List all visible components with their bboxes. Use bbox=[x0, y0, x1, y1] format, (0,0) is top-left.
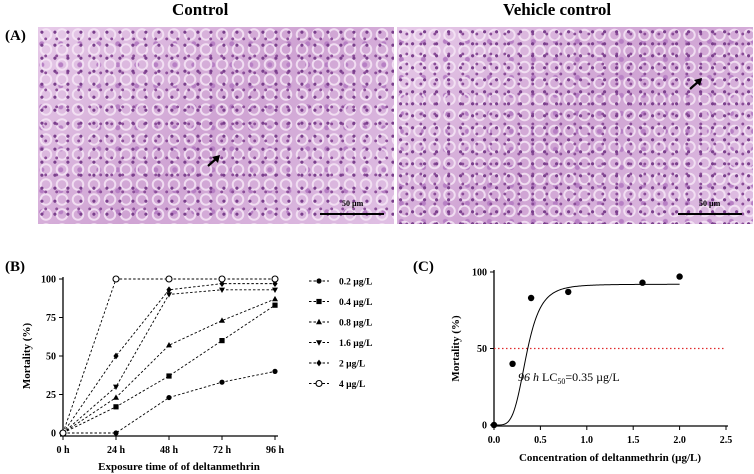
legend-label: 1.6 µg/L bbox=[339, 339, 372, 349]
data-point bbox=[271, 275, 279, 283]
data-point bbox=[166, 342, 172, 348]
scale-bar-label: 50 µm bbox=[342, 199, 364, 208]
legend-marker bbox=[316, 278, 322, 284]
data-point bbox=[219, 379, 225, 385]
vehicle-control-title: Vehicle control bbox=[503, 0, 612, 19]
scale-bar bbox=[678, 213, 742, 215]
series-line bbox=[62, 304, 276, 434]
x-tick-label: 0 h bbox=[56, 445, 70, 456]
x-tick-label: 96 h bbox=[266, 445, 285, 456]
scale-bar-label: 50 µm bbox=[699, 199, 721, 208]
legend-label: 0.2 µg/L bbox=[339, 278, 372, 288]
data-point bbox=[113, 352, 119, 360]
data-point bbox=[113, 394, 119, 400]
data-point bbox=[272, 287, 278, 293]
y-tick-label: 50 bbox=[46, 352, 56, 363]
y-tick-label: 50 bbox=[477, 344, 487, 355]
x-tick-label: 48 h bbox=[160, 445, 179, 456]
y-tick-label: 0 bbox=[51, 429, 56, 440]
data-point bbox=[113, 404, 119, 410]
x-axis-title: Exposure time of of deltanmethrin bbox=[98, 461, 260, 473]
data-point bbox=[219, 338, 225, 344]
y-tick-label: 25 bbox=[46, 390, 56, 401]
annotation-lc: LC bbox=[539, 370, 557, 384]
data-point bbox=[166, 394, 172, 401]
data-point bbox=[219, 317, 225, 323]
y-tick-label: 100 bbox=[472, 268, 487, 279]
data-point bbox=[272, 302, 278, 308]
data-point bbox=[166, 292, 172, 298]
mortality-time-chart: 0 25 50 75 100 0 h 24 h 48 h 72 h 96 h Exposure ti… bbox=[21, 275, 372, 474]
data-point bbox=[113, 430, 119, 436]
legend-marker bbox=[316, 340, 322, 346]
x-tick-label: 72 h bbox=[213, 445, 232, 456]
legend-marker bbox=[316, 318, 322, 325]
panel-b-label: (B) bbox=[5, 259, 25, 275]
y-tick-label: 0 bbox=[482, 421, 487, 432]
legend-label: 2 µg/L bbox=[339, 360, 365, 370]
data-point bbox=[272, 295, 278, 302]
data-point bbox=[166, 373, 172, 379]
x-tick-label: 0.0 bbox=[488, 435, 501, 446]
data-point bbox=[272, 368, 278, 374]
arrow-icon bbox=[207, 155, 220, 167]
legend-label: 0.8 µg/L bbox=[339, 319, 372, 329]
series-line bbox=[62, 283, 275, 434]
x-tick-label: 2.5 bbox=[720, 435, 733, 446]
data-point bbox=[219, 287, 225, 293]
x-tick-label: 24 h bbox=[107, 445, 126, 456]
y-tick-label: 100 bbox=[41, 275, 56, 286]
data-point bbox=[165, 275, 173, 283]
data-point bbox=[166, 286, 172, 294]
annotation-value: =0.35 µg/L bbox=[565, 370, 619, 384]
legend-marker bbox=[316, 298, 322, 305]
legend-marker bbox=[316, 359, 322, 367]
control-micrograph: 50 µm bbox=[38, 27, 394, 224]
x-tick-label: 2.0 bbox=[673, 435, 686, 446]
x-tick-label: 1.5 bbox=[627, 435, 640, 446]
legend-label: 0.4 µg/L bbox=[339, 298, 372, 308]
data-point bbox=[112, 275, 120, 283]
y-axis-title: Mortality (%) bbox=[450, 315, 462, 382]
data-point bbox=[676, 273, 683, 280]
data-point bbox=[509, 360, 516, 367]
annotation-time: 96 h bbox=[518, 370, 539, 384]
x-axis-title: Concentration of deltanmethrin (µg/L) bbox=[519, 452, 701, 464]
data-point bbox=[59, 429, 67, 437]
series-line bbox=[62, 298, 276, 434]
annotation-subscript: 50 bbox=[557, 377, 565, 386]
series-line bbox=[62, 278, 275, 434]
y-axis-title: Mortality (%) bbox=[21, 323, 33, 390]
data-point bbox=[490, 421, 498, 429]
data-point bbox=[565, 288, 572, 296]
x-tick-label: 1.0 bbox=[581, 435, 594, 446]
legend-label: 4 µg/L bbox=[339, 380, 365, 390]
fit-curve bbox=[494, 283, 680, 426]
data-point bbox=[527, 294, 535, 302]
data-point bbox=[639, 279, 646, 286]
legend-marker bbox=[315, 379, 323, 388]
control-title: Control bbox=[172, 0, 229, 19]
panel-c-label: (C) bbox=[413, 259, 434, 275]
lc50-annotation: 96 h LC50=0.35 µg/L bbox=[518, 370, 620, 386]
data-point bbox=[113, 384, 119, 390]
y-tick-label: 75 bbox=[46, 313, 56, 324]
concentration-response-chart: 0 50 100 0.0 0.5 1.0 1.5 2.0 2.5 Concentration of… bbox=[450, 268, 733, 465]
panel-a-label: (A) bbox=[5, 28, 26, 44]
arrow-icon bbox=[689, 78, 702, 90]
scale-bar bbox=[320, 213, 384, 215]
series-line bbox=[63, 370, 276, 434]
vehicle-control-micrograph: 50 µm bbox=[397, 27, 753, 224]
x-tick-label: 0.5 bbox=[534, 435, 547, 446]
data-point bbox=[218, 275, 226, 283]
